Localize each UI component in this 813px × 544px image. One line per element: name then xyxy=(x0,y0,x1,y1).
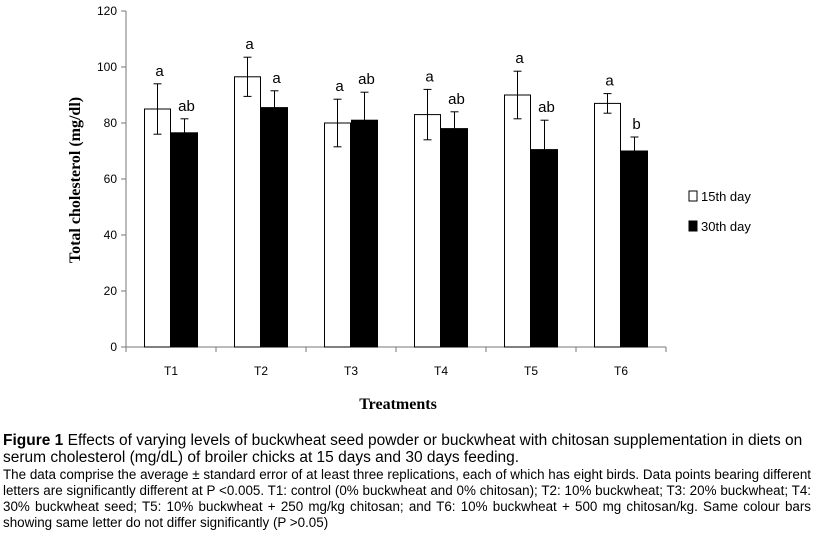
x-tick-label: T6 xyxy=(614,364,628,378)
x-tick-label: T2 xyxy=(254,364,268,378)
significance-letter: a xyxy=(425,68,434,85)
y-tick-label: 0 xyxy=(110,340,117,354)
significance-letter: a xyxy=(245,36,254,53)
bar-30th-day xyxy=(441,128,468,348)
y-tick-label: 40 xyxy=(104,228,118,242)
chart-axes xyxy=(125,11,666,348)
bar-30th-day xyxy=(351,119,378,348)
figure-label: Figure 1 xyxy=(3,432,64,449)
y-tick-label: 60 xyxy=(104,172,118,186)
bar-15th-day xyxy=(144,108,171,348)
bar-15th-day xyxy=(594,102,621,348)
figure-caption: Figure 1 Effects of varying levels of bu… xyxy=(3,432,811,531)
legend-swatch-30th-day xyxy=(688,220,698,232)
significance-letter: a xyxy=(272,70,281,87)
y-tick-label: 100 xyxy=(97,60,117,74)
y-tick-label: 80 xyxy=(104,116,118,130)
bar-30th-day xyxy=(261,107,288,348)
legend-swatch-15th-day xyxy=(688,190,698,202)
bar-30th-day xyxy=(531,149,558,348)
bar-15th-day xyxy=(414,114,441,348)
significance-letter: ab xyxy=(358,71,375,88)
caption-notes: The data comprise the average ± standard… xyxy=(3,467,811,530)
x-tick-label: T4 xyxy=(434,364,448,378)
significance-letter: b xyxy=(632,116,640,133)
y-axis-ticks: 0 20 40 60 80 100 120 xyxy=(97,4,126,354)
caption-title-text: Effects of varying levels of buckwheat s… xyxy=(3,432,803,466)
x-tick-label: T5 xyxy=(524,364,538,378)
caption-title: Figure 1 Effects of varying levels of bu… xyxy=(3,432,811,466)
legend-label-15th-day: 15th day xyxy=(701,189,751,204)
x-tick-label: T3 xyxy=(344,364,358,378)
y-tick-label: 20 xyxy=(104,284,118,298)
significance-letter: a xyxy=(155,63,164,80)
significance-letter: ab xyxy=(538,99,555,116)
bar-15th-day xyxy=(504,94,531,348)
significance-letter: a xyxy=(515,50,524,67)
significance-letter: a xyxy=(605,73,614,90)
legend: 15th day 30th day xyxy=(688,189,751,234)
legend-label-30th-day: 30th day xyxy=(701,219,751,234)
bar-30th-day xyxy=(621,150,648,348)
x-tick-label: T1 xyxy=(164,364,178,378)
y-axis-title: Total cholesterol (mg/dl) xyxy=(67,97,84,263)
significance-letter: ab xyxy=(178,98,195,115)
bar-15th-day xyxy=(234,76,261,348)
x-axis-title: Treatments xyxy=(359,396,437,413)
significance-letter: a xyxy=(335,78,344,95)
y-tick-label: 120 xyxy=(97,4,117,18)
x-axis-tick-labels: T1 T2 T3 T4 T5 T6 xyxy=(125,347,667,378)
bar-15th-day xyxy=(324,122,351,348)
significance-letter: ab xyxy=(448,91,465,108)
bar-30th-day xyxy=(171,132,198,348)
